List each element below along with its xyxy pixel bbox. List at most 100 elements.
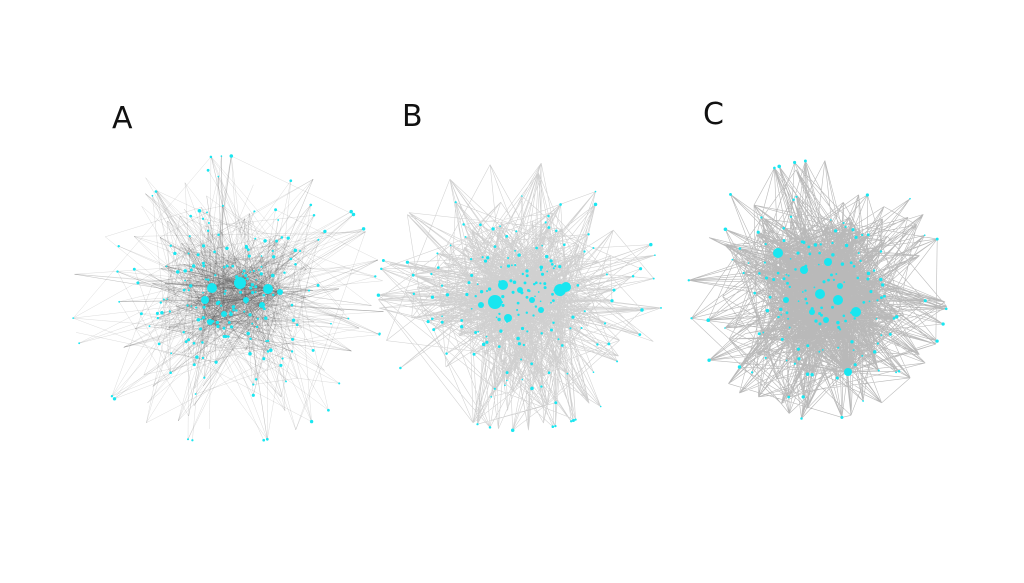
network-node [479,290,484,294]
network-node [729,192,732,196]
network-node [525,311,528,314]
network-node [467,281,471,285]
network-node [117,245,120,248]
network-node [338,382,341,385]
network-node [260,255,263,257]
network-node [516,308,519,312]
network-node [876,342,880,345]
network-node [545,254,549,259]
network-node [520,326,525,331]
network-node [521,272,525,276]
network-node [837,325,841,329]
network-node [804,297,808,301]
network-node [160,311,164,315]
network-node [312,214,316,217]
network-node [275,239,279,243]
network-node [517,342,522,346]
network-node [539,265,544,270]
network-node [244,274,248,278]
network-node [491,227,495,231]
edge-group [378,162,662,431]
network-hub-node [517,287,523,293]
network-node [374,275,377,278]
network-node [835,273,838,275]
network-node [660,306,662,309]
network-node [223,266,226,269]
network-node [285,380,287,383]
network-node [222,335,226,338]
network-node [511,290,515,294]
network-node [477,330,480,333]
network-node [323,229,327,234]
network-node [760,216,763,219]
network-node [192,341,196,345]
network-node [875,317,878,320]
network-node [251,393,255,397]
network-node [289,179,293,183]
network-node [706,318,710,322]
network-node [201,244,206,248]
network-node [378,332,381,336]
network-node [200,318,203,321]
network-node [251,291,255,295]
network-node [768,295,772,299]
network-node [779,307,783,312]
network-node [376,293,381,297]
network-node [327,408,330,412]
network-node [554,401,558,405]
network-node [194,393,197,395]
network-node [254,237,257,240]
network-node [184,340,188,343]
network-node [426,320,430,324]
network-node [207,278,210,282]
network-node [786,281,789,285]
network-node [207,222,210,224]
network-node [430,272,433,276]
network-hub-node [561,282,571,292]
network-node [110,395,114,398]
network-node [861,354,864,357]
network-node [515,230,518,233]
network-node [517,253,521,257]
network-node [309,203,313,207]
network-hub-node [488,295,502,309]
network-node [347,317,350,320]
network-node [224,289,227,293]
network-node [169,244,172,247]
network-node [505,371,509,375]
network-node [787,395,791,399]
network-node [166,298,168,300]
network-node [782,226,785,230]
network-node [818,251,821,255]
network-hub-node [529,297,535,303]
network-node [440,284,444,287]
network-node [465,292,469,297]
network-node [849,261,853,265]
network-node [813,286,816,289]
network-node [935,339,939,343]
network-node [232,308,236,312]
network-node [445,352,448,355]
panel-label-c: C [703,97,724,132]
network-node [330,322,332,325]
network-node [723,227,728,232]
network-node [266,350,270,353]
network-node [526,288,530,292]
network-node [888,332,892,336]
network-node [785,273,788,276]
network-node [485,340,489,344]
network-node [521,378,524,381]
panel-label-b: B [402,99,423,134]
network-node [214,274,217,277]
network-node [852,264,856,268]
network-node [286,236,290,240]
network-node [430,317,434,321]
network-node [836,320,840,325]
network-node [764,243,767,246]
network-node [182,330,185,334]
network-node [252,269,255,272]
network-node [255,278,258,281]
network-node [361,227,366,231]
network-node [738,247,742,250]
